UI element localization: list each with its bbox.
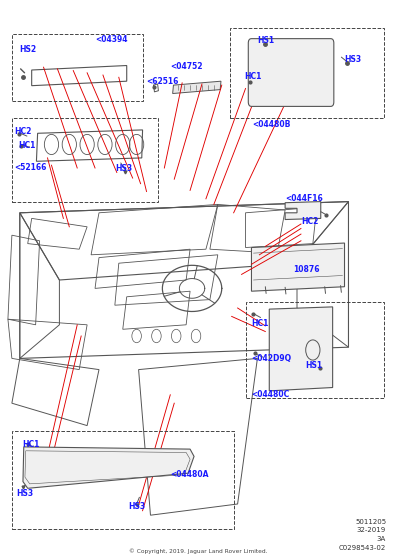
Polygon shape xyxy=(251,243,345,291)
Text: HS2: HS2 xyxy=(19,45,36,54)
Polygon shape xyxy=(285,202,321,220)
Text: 3A: 3A xyxy=(377,536,386,542)
Polygon shape xyxy=(173,81,221,94)
FancyBboxPatch shape xyxy=(248,39,334,106)
Polygon shape xyxy=(269,307,333,391)
Text: 10876: 10876 xyxy=(293,265,320,274)
Text: <62516: <62516 xyxy=(147,77,179,86)
Text: HS3: HS3 xyxy=(115,164,132,173)
Bar xyxy=(230,28,384,118)
Text: <52166: <52166 xyxy=(14,164,46,172)
Text: <04394: <04394 xyxy=(95,35,128,44)
Text: HS1: HS1 xyxy=(257,36,274,45)
Text: 5011205: 5011205 xyxy=(355,519,386,525)
Text: <04480A: <04480A xyxy=(170,470,209,479)
Text: HC1: HC1 xyxy=(22,440,39,449)
Text: HC1: HC1 xyxy=(251,319,269,328)
Text: 32-2019: 32-2019 xyxy=(357,528,386,533)
Text: C0298543-02: C0298543-02 xyxy=(339,545,386,550)
Text: <044F16: <044F16 xyxy=(285,194,323,203)
Text: <04480B: <04480B xyxy=(253,120,291,129)
Bar xyxy=(12,118,158,202)
Text: HS1: HS1 xyxy=(305,361,322,370)
Text: HS3: HS3 xyxy=(129,502,146,511)
Text: HC1: HC1 xyxy=(245,72,262,81)
Text: HS3: HS3 xyxy=(345,55,362,64)
Bar xyxy=(246,302,384,398)
Bar xyxy=(12,34,143,101)
Text: <04480C: <04480C xyxy=(251,390,290,399)
Text: HC1: HC1 xyxy=(19,141,36,150)
Text: HS3: HS3 xyxy=(16,489,33,498)
Bar xyxy=(12,431,234,529)
Text: HC2: HC2 xyxy=(301,217,318,226)
Text: <042D9Q: <042D9Q xyxy=(251,354,291,363)
Text: HC2: HC2 xyxy=(14,127,31,136)
Text: <04752: <04752 xyxy=(170,62,203,71)
Text: © Copyright, 2019. Jaguar Land Rover Limited.: © Copyright, 2019. Jaguar Land Rover Lim… xyxy=(129,549,267,554)
Polygon shape xyxy=(23,447,194,488)
